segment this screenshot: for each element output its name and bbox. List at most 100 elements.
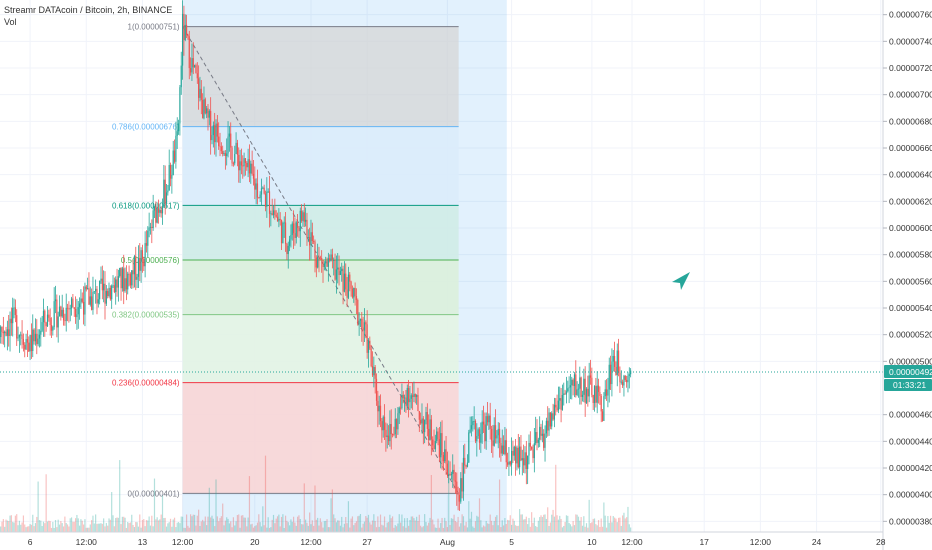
- volume-bar: [9, 515, 11, 532]
- volume-bar: [571, 526, 573, 532]
- volume-bar: [347, 501, 350, 532]
- candle-body: [395, 418, 398, 430]
- volume-bar: [527, 524, 529, 532]
- volume-bar: [16, 514, 18, 532]
- candle-body: [40, 330, 42, 335]
- candle-body: [66, 307, 69, 309]
- volume-bar: [521, 514, 523, 532]
- volume-bar: [181, 516, 184, 532]
- volume-bar: [141, 520, 144, 532]
- candle-body: [612, 355, 614, 362]
- volume-bar: [260, 526, 263, 532]
- candle-body: [520, 446, 522, 461]
- volume-bar: [207, 516, 209, 532]
- volume-bar: [480, 520, 482, 532]
- volume-bar: [584, 526, 586, 532]
- candle-body: [191, 58, 193, 73]
- volume-bar: [516, 526, 518, 532]
- volume-bar: [355, 521, 358, 532]
- candle-body: [472, 421, 474, 426]
- price-tick-label: 0.00000700: [889, 90, 932, 100]
- volume-bar: [414, 520, 416, 532]
- candle-body: [593, 386, 596, 404]
- candle-body: [466, 462, 469, 467]
- candle-body: [557, 400, 560, 411]
- candle-body: [271, 213, 273, 216]
- candle-body: [41, 322, 43, 331]
- volume-bar: [83, 524, 85, 532]
- volume-bar: [523, 519, 525, 532]
- candle-body: [216, 123, 218, 137]
- candle-body: [359, 318, 362, 321]
- volume-bar: [307, 525, 309, 532]
- price-tick-label: 0.00000640: [889, 170, 932, 180]
- price-axis: 0.00000760 0.00000740 0.00000720 0.00000700…: [882, 0, 932, 550]
- candle-body: [117, 276, 119, 288]
- candle-body: [453, 469, 455, 481]
- candle-body: [608, 364, 610, 390]
- candle-body: [155, 206, 157, 223]
- volume-bar: [478, 498, 481, 532]
- candle-body: [18, 334, 20, 338]
- candle-body: [297, 222, 299, 228]
- volume-bar: [202, 519, 204, 532]
- volume-bar: [218, 521, 220, 532]
- candle-body: [295, 222, 297, 238]
- volume-bar: [506, 519, 509, 532]
- candle-body: [177, 123, 180, 132]
- volume-bar: [402, 526, 404, 532]
- volume-bar: [168, 522, 170, 532]
- candle-body: [502, 445, 505, 455]
- candle-body: [294, 233, 296, 238]
- candle-body: [579, 377, 581, 389]
- candle-body: [480, 433, 482, 443]
- volume-bar: [358, 515, 360, 532]
- candle-body: [194, 65, 196, 68]
- volume-bar: [519, 509, 521, 532]
- candle-body: [52, 327, 54, 331]
- arrow-annotation: [672, 272, 690, 290]
- volume-bar: [379, 514, 382, 532]
- candle-body: [135, 256, 137, 280]
- volume-bar: [65, 522, 67, 532]
- volume-bar: [314, 485, 316, 532]
- volume-bar: [326, 519, 328, 532]
- candle-body: [338, 267, 340, 276]
- volume-bar: [143, 519, 145, 532]
- volume-bar: [57, 519, 59, 532]
- candle-body: [279, 218, 281, 221]
- candle-body: [511, 450, 513, 465]
- volume-bar: [282, 514, 284, 532]
- candle-body: [375, 378, 378, 401]
- candle-body: [486, 416, 489, 423]
- volume-bar: [357, 516, 359, 532]
- volume-bar: [440, 523, 442, 532]
- volume-bar: [284, 515, 287, 532]
- candle-body: [596, 385, 598, 403]
- candle-body: [231, 147, 233, 164]
- candle-body: [430, 419, 432, 440]
- candle-body: [238, 154, 240, 171]
- candle-body: [129, 274, 132, 286]
- candle-body: [95, 288, 97, 292]
- candle-body: [342, 268, 344, 292]
- candle-body: [317, 256, 319, 268]
- candle-body: [17, 337, 19, 339]
- candle-body: [379, 405, 382, 422]
- candle-body: [414, 393, 416, 397]
- candle-body: [34, 333, 37, 342]
- candle-body: [512, 450, 514, 456]
- candle-body: [576, 389, 578, 395]
- candle-body: [314, 241, 316, 258]
- volume-bar: [600, 518, 602, 532]
- candle-body: [239, 161, 241, 171]
- volume-bar: [297, 516, 299, 532]
- candle-body: [259, 194, 261, 198]
- volume-bar: [601, 526, 604, 532]
- candle-body: [329, 258, 331, 261]
- candle-body: [81, 298, 83, 302]
- volume-bar: [196, 515, 198, 532]
- volume-bar: [418, 514, 420, 532]
- candle-body: [136, 276, 138, 280]
- candle-body: [92, 291, 94, 310]
